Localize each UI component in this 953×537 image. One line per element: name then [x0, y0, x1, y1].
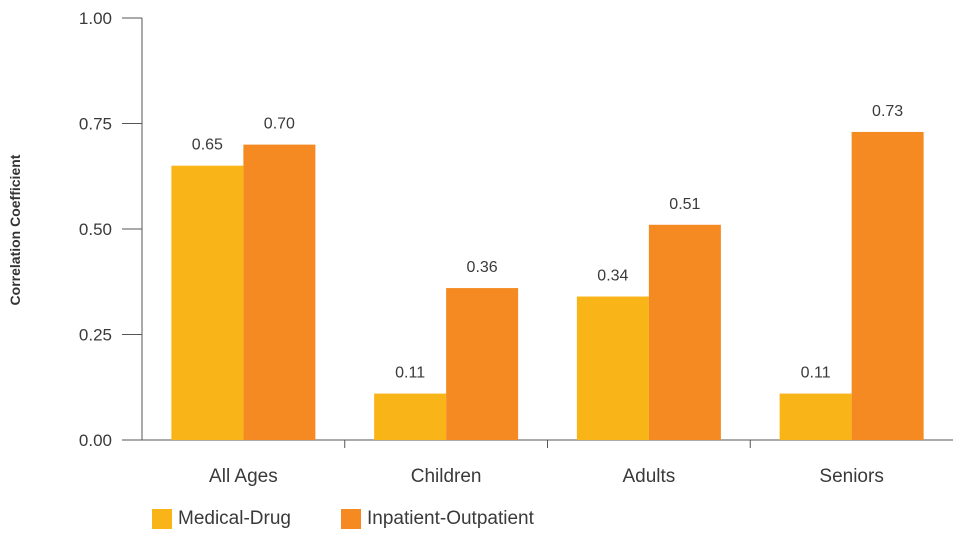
y-tick-label: 0.25	[79, 326, 112, 345]
bars	[171, 131, 924, 440]
legend: Medical-Drug Inpatient-Outpatient	[152, 508, 584, 530]
data-label: 0.11	[395, 365, 425, 382]
x-axis: All Ages Children Adults Seniors	[142, 439, 953, 487]
data-label: 0.34	[597, 268, 628, 285]
bar-inpatient-outpatient-children	[446, 288, 519, 440]
data-label: 0.11	[801, 365, 831, 382]
x-tick-label: Seniors	[819, 466, 883, 487]
legend-item-inpatient-outpatient: Inpatient-Outpatient	[340, 508, 534, 530]
legend-label-inpatient-outpatient: Inpatient-Outpatient	[366, 508, 534, 529]
bar-inpatient-outpatient-all-ages	[243, 144, 316, 440]
y-tick-label: 1.00	[79, 9, 112, 28]
x-tick-label: Adults	[622, 466, 675, 487]
bar-inpatient-outpatient-adults	[648, 224, 721, 440]
legend-label-medical-drug: Medical-Drug	[178, 508, 291, 529]
bar-medical-drug-children	[374, 393, 447, 440]
x-tick-label: Children	[411, 466, 482, 487]
data-label: 0.36	[467, 259, 498, 276]
legend-swatch-medical-drug	[152, 509, 172, 529]
data-label: 0.73	[872, 103, 903, 120]
y-tick-label: 0.50	[79, 220, 112, 239]
y-axis: 0.00 0.25 0.50 0.75 1.00	[79, 9, 143, 450]
x-tick-label: All Ages	[209, 466, 278, 487]
y-tick-label: 0.75	[79, 115, 112, 134]
y-tick-label: 0.00	[79, 431, 112, 450]
bar-medical-drug-all-ages	[171, 165, 244, 440]
data-label: 0.70	[264, 116, 295, 133]
bar-medical-drug-seniors	[779, 393, 852, 440]
bar-inpatient-outpatient-seniors	[851, 131, 924, 440]
bar-medical-drug-adults	[576, 296, 649, 440]
legend-swatch-inpatient-outpatient	[340, 509, 361, 529]
bar-chart: 0.00 0.25 0.50 0.75 1.00 All Ages Children Adu…	[7, 9, 953, 487]
data-label: 0.51	[669, 196, 700, 213]
legend-item-medical-drug: Medical-Drug	[152, 508, 291, 530]
value-labels: 0.65 0.11 0.34 0.11 0.70 0.36 0.51 0.73	[192, 103, 903, 382]
data-label: 0.65	[192, 137, 223, 154]
y-axis-label: Correlation Coefficient	[7, 154, 23, 305]
